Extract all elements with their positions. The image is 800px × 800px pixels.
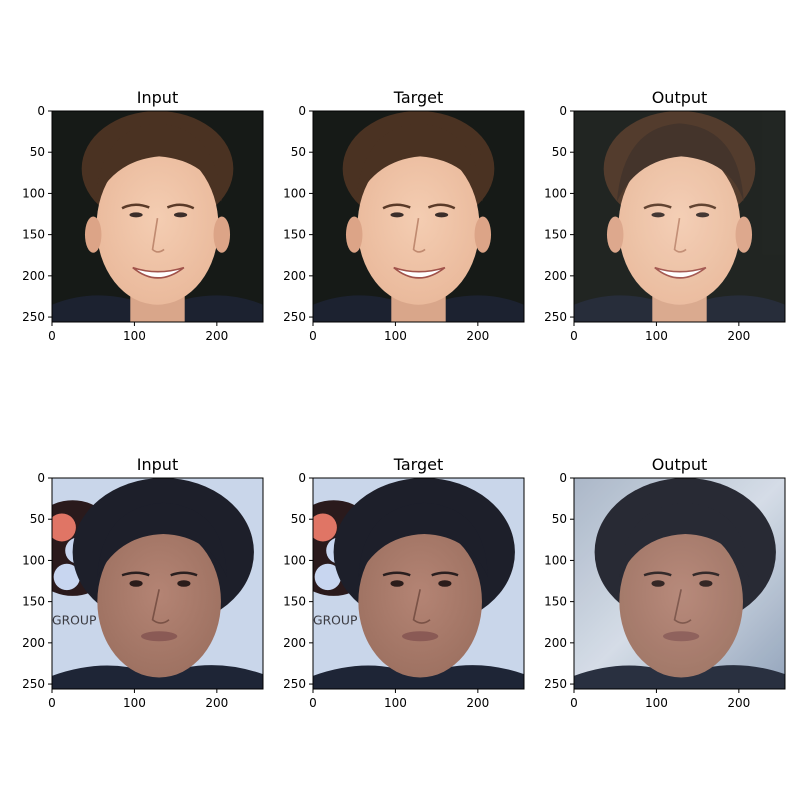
y-tick-label: 150 [22, 228, 45, 242]
y-tick-label: 100 [283, 553, 306, 567]
panel-output-row-1: Output 0 100 200 0 50 100 150 200 250 [544, 88, 786, 343]
panel-title: Input [137, 88, 178, 107]
x-tick-label: 100 [384, 329, 407, 343]
panel-image [52, 111, 263, 322]
y-tick-label: 200 [22, 269, 45, 283]
panel-target-row-1: Target 0 100 200 0 50 100 150 200 250 [283, 88, 525, 343]
y-tick-label: 200 [283, 636, 306, 650]
axes-frame [573, 110, 786, 323]
y-tick-label: 0 [298, 104, 306, 118]
y-tick-label: 0 [559, 104, 567, 118]
axes-frame [573, 477, 786, 690]
y-tick-label: 0 [559, 471, 567, 485]
axes-frame [51, 477, 264, 690]
y-tick-label: 100 [283, 186, 306, 200]
y-tick-label: 150 [544, 228, 567, 242]
y-tick-label: 150 [544, 595, 567, 609]
y-tick-label: 100 [544, 553, 567, 567]
y-tick-label: 50 [30, 512, 45, 526]
x-tick-label: 0 [309, 696, 317, 710]
x-tick-label: 100 [645, 696, 668, 710]
y-tick-label: 50 [552, 145, 567, 159]
panel-title: Output [652, 455, 708, 474]
panel-target-row-2: GROUP Target 0 100 200 0 50 100 150 200 250 [283, 455, 525, 710]
y-tick-label: 200 [544, 636, 567, 650]
y-tick-label: 250 [283, 310, 306, 324]
x-tick-label: 0 [48, 696, 56, 710]
y-tick-label: 200 [283, 269, 306, 283]
panel-image: GROUP [313, 478, 524, 689]
y-tick-label: 150 [283, 595, 306, 609]
x-tick-label: 200 [727, 329, 750, 343]
y-tick-label: 100 [22, 553, 45, 567]
background-logo-text: GROUP [313, 614, 358, 628]
y-tick-label: 50 [291, 512, 306, 526]
x-tick-label: 0 [309, 329, 317, 343]
y-tick-label: 200 [544, 269, 567, 283]
y-tick-label: 250 [283, 677, 306, 691]
y-tick-label: 100 [544, 186, 567, 200]
panel-title: Output [652, 88, 708, 107]
axes-frame [312, 477, 525, 690]
x-tick-label: 100 [645, 329, 668, 343]
y-tick-label: 100 [22, 186, 45, 200]
y-tick-label: 250 [22, 310, 45, 324]
y-tick-label: 150 [22, 595, 45, 609]
y-tick-label: 50 [552, 512, 567, 526]
x-tick-label: 0 [570, 329, 578, 343]
y-tick-label: 50 [30, 145, 45, 159]
panel-image [313, 111, 524, 322]
panel-output-row-2: Output 0 100 200 0 50 100 150 200 250 [544, 455, 786, 710]
x-tick-label: 100 [123, 329, 146, 343]
x-tick-label: 200 [727, 696, 750, 710]
y-tick-label: 250 [544, 310, 567, 324]
y-tick-label: 0 [37, 471, 45, 485]
background-logo-text: GROUP [52, 614, 97, 628]
panel-title: Target [393, 455, 444, 474]
x-tick-label: 200 [466, 329, 489, 343]
panel-input-row-1: Input 0 100 200 0 50 100 150 200 250 [22, 88, 264, 343]
x-tick-label: 200 [205, 696, 228, 710]
y-tick-label: 50 [291, 145, 306, 159]
x-tick-label: 200 [205, 329, 228, 343]
panel-image [574, 478, 785, 689]
panel-title: Input [137, 455, 178, 474]
y-tick-label: 200 [22, 636, 45, 650]
y-tick-label: 0 [298, 471, 306, 485]
axes-frame [312, 110, 525, 323]
panel-title: Target [393, 88, 444, 107]
y-tick-label: 0 [37, 104, 45, 118]
y-tick-label: 150 [283, 228, 306, 242]
x-tick-label: 100 [384, 696, 407, 710]
y-tick-label: 250 [544, 677, 567, 691]
axes-frame [51, 110, 264, 323]
y-tick-label: 250 [22, 677, 45, 691]
panel-input-row-2: GROUP Input 0 100 200 0 50 100 150 200 250 [22, 455, 264, 710]
x-tick-label: 0 [570, 696, 578, 710]
panel-image: GROUP [52, 478, 263, 689]
x-tick-label: 200 [466, 696, 489, 710]
panel-image [574, 111, 785, 322]
x-tick-label: 100 [123, 696, 146, 710]
x-tick-label: 0 [48, 329, 56, 343]
